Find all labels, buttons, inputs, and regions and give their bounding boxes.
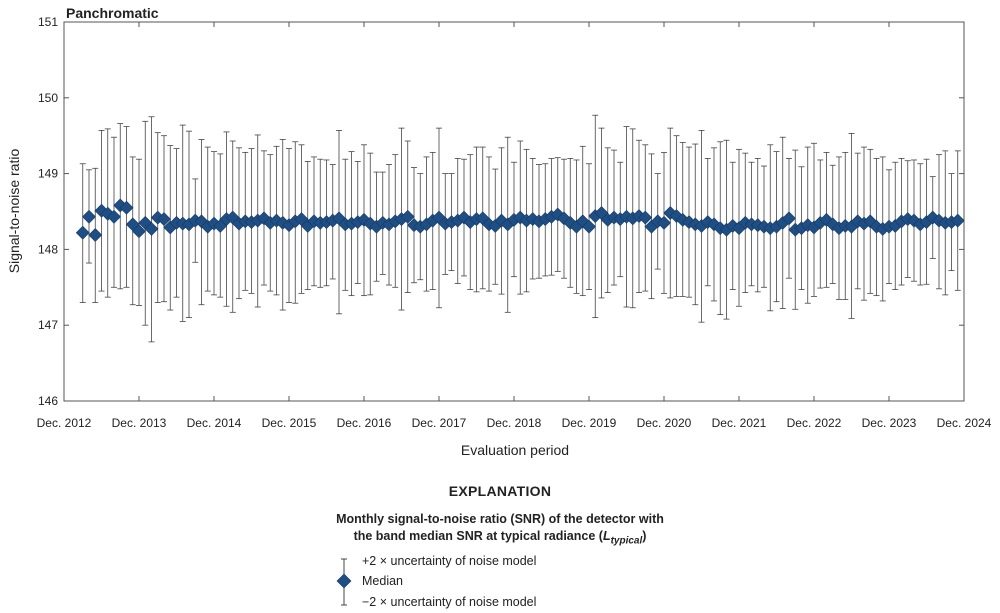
legend-description-line2: the band median SNR at typical radiance … <box>0 528 1000 550</box>
x-axis: Dec. 2012 Dec. 2013 Dec. 2014 Dec. 2015 Dec.… <box>37 22 992 430</box>
median-point <box>82 209 96 224</box>
x-tick-label: Dec. 2023 <box>862 416 917 430</box>
median-markers <box>75 198 965 242</box>
median-point <box>582 219 596 234</box>
x-tick-label: Dec. 2018 <box>487 416 542 430</box>
y-tick-label: 148 <box>38 242 58 256</box>
y-tick-label: 149 <box>38 167 58 181</box>
median-point <box>657 215 671 230</box>
legend-description: Monthly signal-to-noise ratio (SNR) of t… <box>0 511 1000 550</box>
median-point <box>638 210 653 225</box>
y-axis-title: Signal-to-noise ratio <box>6 149 22 274</box>
median-point <box>782 211 796 226</box>
median-point <box>88 228 103 242</box>
x-tick-label: Dec. 2022 <box>787 416 842 430</box>
x-tick-label: Dec. 2019 <box>562 416 617 430</box>
x-tick-label: Dec. 2015 <box>262 416 317 430</box>
y-tick-label: 147 <box>38 318 58 332</box>
x-tick-label: Dec. 2021 <box>712 416 767 430</box>
x-tick-label: Dec. 2016 <box>337 416 392 430</box>
x-tick-label: Dec. 2020 <box>637 416 692 430</box>
legend-description-subscript: typical <box>610 535 643 547</box>
x-tick-label: Dec. 2017 <box>412 416 467 430</box>
legend-description-end: ) <box>642 529 647 543</box>
median-point <box>144 222 159 236</box>
median-point <box>950 213 965 228</box>
y-tick-label: 146 <box>38 394 58 408</box>
legend-heading: EXPLANATION <box>448 483 552 499</box>
x-tick-label: Dec. 2013 <box>112 416 167 430</box>
y-axis: 146 147 148 149 150 151 <box>38 15 964 408</box>
legend-median-label: Median <box>362 574 403 588</box>
x-tick-label: Dec. 2012 <box>37 416 92 430</box>
x-tick-label: Dec. 2024 <box>937 416 992 430</box>
legend-description-text: the band median SNR at typical radiance … <box>353 529 603 543</box>
legend-lower-label: −2 × uncertainty of noise model <box>362 595 537 609</box>
legend-errorbar-symbol <box>336 558 352 606</box>
x-tick-label: Dec. 2014 <box>187 416 242 430</box>
median-point <box>157 212 171 227</box>
median-point <box>119 200 134 215</box>
legend-description-line1: Monthly signal-to-noise ratio (SNR) of t… <box>336 512 664 526</box>
y-tick-label: 150 <box>38 91 58 105</box>
x-axis-title: Evaluation period <box>461 442 569 458</box>
y-tick-label: 151 <box>38 15 58 29</box>
legend-upper-label: +2 × uncertainty of noise model <box>362 554 537 568</box>
median-point <box>132 224 146 239</box>
median-point <box>107 209 121 224</box>
legend-description-symbol: L <box>602 529 611 543</box>
snr-chart: Panchromatic 146 147 148 149 150 151 Dec. 201… <box>6 5 992 458</box>
plot-area <box>63 21 965 402</box>
legend-median-diamond <box>336 573 352 589</box>
median-point <box>400 209 415 224</box>
chart-title: Panchromatic <box>66 5 159 21</box>
median-point <box>75 225 90 240</box>
